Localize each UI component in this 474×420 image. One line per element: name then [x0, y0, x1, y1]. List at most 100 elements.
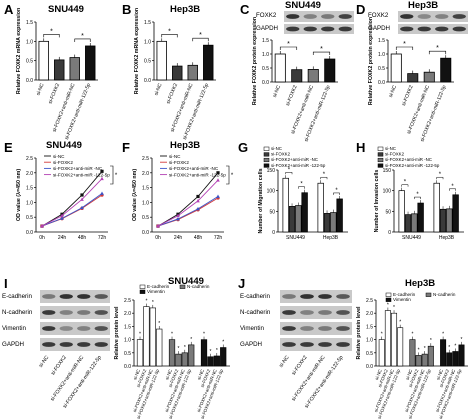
i-xtick-label: si-FOXK2+anti-miR-122-5p: [136, 368, 161, 420]
g-legend-label: si-FOXK2: [271, 152, 291, 157]
blot-c-label-gapdh: GAPDH: [256, 25, 279, 32]
d-ytick-label: 0.5: [378, 66, 385, 72]
i-bar: [143, 306, 150, 367]
f-legend-label: si-FOXK2: [169, 160, 189, 165]
j-legend-label: E-cadherin: [393, 292, 416, 297]
i-sig-star: *: [158, 321, 160, 327]
blot-j-lane-label: si-FOXK2+anti-miR-122-5p: [304, 355, 345, 410]
h-bar: [417, 202, 424, 233]
j-sig-star: *: [393, 305, 395, 311]
f-point: [156, 224, 160, 228]
j-ytick-label: 1.0: [366, 338, 373, 344]
h-legend-swatch: [377, 146, 384, 151]
h-legend-label: si-FOXK2+anti-miR -122-5p: [385, 163, 440, 168]
f-ytick-label: 0.5: [142, 215, 149, 221]
panel-label-a: A: [4, 2, 14, 17]
e-series-line: [41, 171, 103, 227]
j-sig-star: *: [381, 332, 383, 338]
c-ytick-label: 1.5: [262, 38, 269, 44]
blot-i-label-ncad: N-cadherin: [2, 309, 33, 316]
i-ytick-label: 2.5: [124, 298, 131, 304]
j-sig-star: *: [411, 332, 413, 338]
i-legend-swatch: [139, 289, 146, 294]
e-legend-label: si-NC: [53, 154, 65, 159]
b-xtick-label: si-FOXK2+anti-miR-122-5p: [182, 82, 210, 140]
a-ytick-label: 0.0: [26, 78, 33, 84]
i-bar: [220, 347, 227, 367]
f-sig-bracket: [226, 165, 230, 185]
i-xtick-label: si-FOXK2: [168, 368, 180, 388]
b-sig-bracket: [192, 37, 209, 42]
d-xtick-label: si-NC: [388, 84, 398, 98]
b-sig-star: *: [199, 32, 202, 39]
a-xtick-label: si-FOXK2: [47, 82, 61, 105]
e-point: [60, 216, 64, 220]
f-legend-label: si-FOXK2+anti-miR -122-5p: [169, 172, 226, 177]
e-series-line: [41, 193, 103, 227]
j-bar: [446, 352, 453, 367]
blot-j-label-ecad: E-cadherin: [240, 293, 270, 300]
b-sig-star: *: [168, 28, 171, 35]
i-sig-star: *: [209, 349, 211, 355]
j-legend-label: N-cadherin: [433, 292, 456, 297]
e-point: [60, 212, 64, 216]
g-bar: [301, 192, 308, 233]
j-bar: [421, 353, 428, 367]
i-ytick-label: 1.5: [124, 324, 131, 330]
e-point: [60, 213, 64, 218]
blot-i-label-gapdh: GAPDH: [2, 341, 25, 348]
c-xtick-label: si-FOXK2: [285, 84, 299, 107]
a-sig-star: *: [50, 28, 53, 35]
e-legend-label: si-FOXK2+anti-miR -122-5p: [53, 172, 110, 177]
e-point: [80, 205, 84, 210]
i-sig-star: *: [171, 332, 173, 338]
e-legend-label: si-FOXK2+anti-miR -NC: [53, 166, 103, 171]
g-sig-star: *: [288, 167, 291, 173]
d-xtick-label: si-FOXK2: [401, 84, 415, 107]
j-ytick-label: 0.5: [366, 351, 373, 357]
e-ytick-label: 1.5: [26, 186, 33, 192]
h-sig-bracket: [436, 176, 444, 180]
j-xtick-label: si-FOXK2: [438, 368, 450, 388]
f-point: [216, 194, 220, 198]
f-point: [216, 178, 220, 182]
a-bar: [38, 40, 49, 81]
c-ytick-label: 0.5: [262, 66, 269, 72]
j-xtick-label: si-FOXK2+anti-miR-NC: [404, 369, 426, 413]
i-xtick-label: si-FOXK2: [200, 368, 212, 388]
j-sig-star: *: [399, 320, 401, 326]
h-sig-star: *: [404, 180, 407, 186]
i-legend-label: E-cadherin: [147, 284, 170, 289]
panel-title-c: SNU449: [285, 0, 321, 11]
e-legend-label: si-FOXK2: [53, 160, 73, 165]
i-sig-star: *: [203, 332, 205, 338]
e-series-line: [41, 194, 103, 227]
h-legend-swatch: [377, 152, 384, 157]
g-sig-star: *: [335, 188, 338, 194]
g-sig-bracket: [298, 186, 305, 189]
g-bar: [282, 177, 289, 233]
e-ytick-label: 0.5: [26, 215, 33, 221]
h-legend-swatch: [377, 157, 384, 163]
i-bar: [156, 328, 163, 367]
c-sig-bracket: [279, 46, 298, 50]
f-point: [176, 216, 180, 221]
blot-i-lane-label: si-FOXK2+anti-miR-122-5p: [62, 355, 103, 410]
panel-label-b: B: [122, 2, 132, 17]
blot-j-label-vim: Vimentin: [240, 325, 264, 332]
f-point: [156, 224, 160, 228]
blot-j-lane-label: si-NC: [278, 354, 290, 368]
f-ytick-label: 1.5: [142, 186, 149, 192]
c-bar: [324, 58, 336, 83]
i-sig-star: *: [177, 346, 179, 352]
e-series-line: [41, 178, 103, 227]
j-sig-star: *: [442, 332, 444, 338]
f-xtick-label: 0h: [155, 235, 161, 241]
f-xtick-label: 72h: [214, 235, 223, 241]
f-point: [196, 194, 200, 199]
blot-j-label-gapdh: GAPDH: [240, 341, 263, 348]
h-bar: [433, 182, 440, 233]
i-bar: [168, 339, 176, 367]
e-point: [40, 224, 44, 228]
f-series-line: [157, 197, 219, 227]
